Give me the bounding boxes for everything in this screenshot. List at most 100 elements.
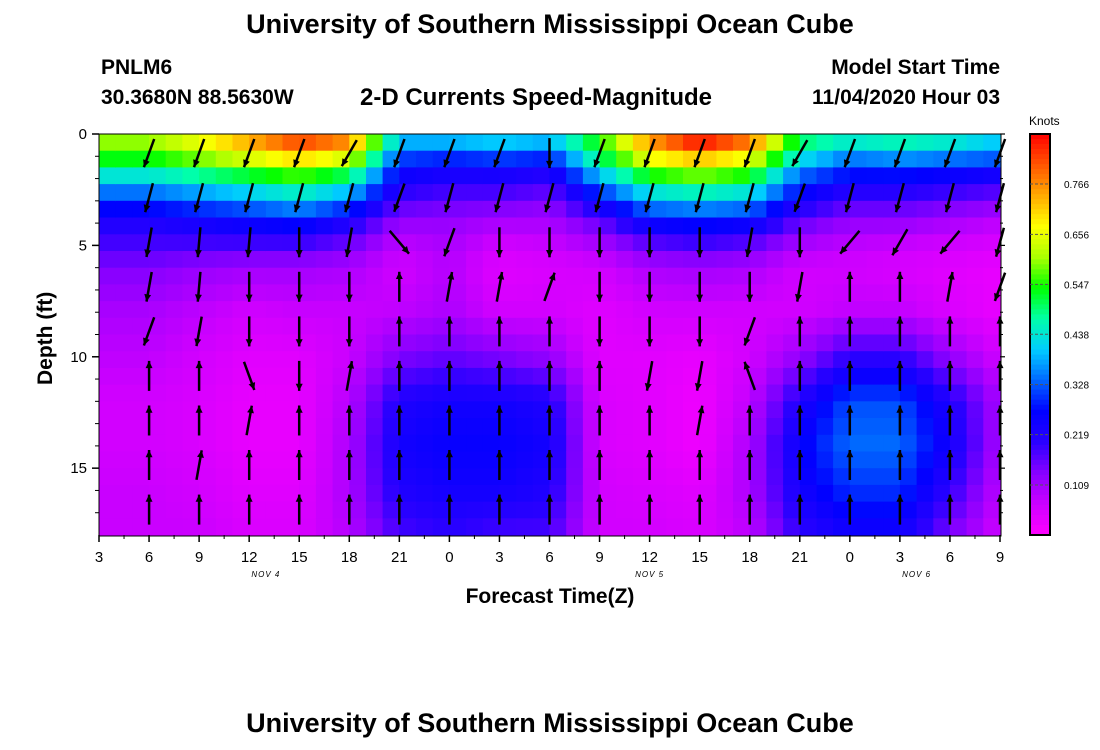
heatmap-cell: [816, 451, 834, 469]
heatmap-cell: [599, 317, 617, 336]
heatmap-cell: [315, 468, 334, 486]
current-arrow: [496, 227, 503, 258]
heatmap-cell: [432, 468, 450, 486]
heatmap-cell: [799, 434, 818, 453]
arrow-head: [345, 339, 353, 347]
heatmap-cell: [933, 217, 951, 235]
current-arrow: [393, 183, 406, 213]
heatmap-cell: [949, 317, 968, 336]
heatmap-cell: [115, 284, 133, 302]
heatmap-cell: [149, 468, 167, 486]
heatmap-cell: [232, 418, 250, 436]
heatmap-cell: [132, 401, 150, 419]
heatmap-cell: [582, 184, 601, 202]
heatmap-cell: [883, 301, 901, 319]
heatmap-cell: [165, 384, 183, 402]
heatmap-cell: [949, 401, 968, 419]
heatmap-cell: [349, 267, 367, 285]
heatmap-cell: [115, 301, 133, 319]
x-tick-label: 21: [791, 549, 808, 566]
heatmap-cell: [716, 251, 734, 269]
heatmap-cell: [799, 418, 818, 436]
heatmap-cell: [833, 134, 851, 152]
heatmap-cell: [532, 317, 551, 336]
heatmap-cell: [132, 451, 150, 469]
heatmap-cell: [866, 167, 884, 185]
heatmap-cell: [933, 167, 951, 185]
heatmap-cell: [816, 518, 834, 536]
heatmap-cell: [299, 501, 317, 519]
heatmap-cell: [366, 167, 384, 185]
current-arrow: [142, 316, 156, 346]
heatmap-cell: [399, 200, 417, 219]
heatmap-cell: [299, 518, 317, 536]
heatmap-cell: [249, 334, 267, 352]
heatmap-cell: [399, 351, 417, 369]
current-arrow: [846, 271, 854, 302]
arrow-head: [496, 316, 503, 324]
heatmap-cell: [749, 451, 767, 469]
arrow-head: [796, 360, 804, 369]
heatmap-cell: [532, 367, 551, 386]
heatmap-cell: [616, 401, 634, 419]
arrow-head: [894, 204, 902, 213]
heatmap-cell: [115, 317, 133, 336]
arrow-head: [195, 494, 203, 502]
heatmap-cell: [899, 418, 918, 436]
heatmap-cell: [265, 217, 284, 235]
heatmap-cell: [582, 401, 601, 419]
heatmap-cell: [432, 501, 450, 519]
heatmap-cell: [966, 367, 984, 386]
heatmap-cell: [482, 284, 501, 302]
heatmap-cell: [466, 451, 484, 469]
heatmap-cell: [582, 418, 601, 436]
arrow-head: [940, 246, 948, 254]
arrow-head: [844, 204, 852, 213]
heatmap-cell: [99, 451, 117, 469]
heatmap-cell: [299, 301, 317, 319]
colorbar-segment: [1030, 259, 1050, 265]
arrow-head: [896, 405, 904, 413]
heatmap-cell: [949, 434, 968, 453]
heatmap-cell: [749, 217, 767, 235]
heatmap-cell: [549, 150, 567, 168]
heatmap-cell: [516, 251, 534, 269]
heatmap-cell: [816, 401, 834, 419]
current-arrow: [295, 227, 303, 258]
heatmap-cell: [632, 451, 651, 469]
heatmap-cell: [282, 301, 300, 319]
heatmap-cell: [916, 468, 934, 486]
heatmap-cell: [933, 184, 951, 202]
heatmap-cell: [733, 217, 751, 235]
colorbar-segment: [1030, 414, 1050, 421]
heatmap-cell: [432, 167, 450, 185]
current-arrow: [796, 494, 804, 525]
heatmap-cell: [899, 167, 918, 185]
arrow-head: [846, 494, 854, 502]
heatmap-cell: [449, 518, 467, 536]
heatmap-cell: [399, 301, 417, 319]
heatmap-cell: [466, 251, 484, 269]
heatmap-cell: [549, 484, 567, 503]
current-arrow: [896, 360, 904, 391]
heatmap-cell: [299, 251, 317, 269]
heatmap-cell: [249, 434, 267, 453]
y-tick-label: 0: [79, 126, 87, 143]
heatmap-cell: [516, 501, 534, 519]
heatmap-cell: [649, 167, 667, 185]
heatmap-cell: [232, 317, 250, 336]
heatmap-cell: [649, 284, 667, 302]
heatmap-cell: [582, 434, 601, 453]
heatmap-cell: [299, 434, 317, 453]
arrow-head: [496, 360, 503, 369]
heatmap-cell: [899, 184, 918, 202]
heatmap-cell: [532, 251, 551, 269]
heatmap-cell: [749, 234, 767, 252]
heatmap-cell: [399, 317, 417, 336]
heatmap-cell: [516, 384, 534, 402]
current-arrow: [946, 494, 954, 525]
current-arrow: [644, 360, 654, 391]
heatmap-cell: [115, 334, 133, 352]
heatmap-cell: [933, 401, 951, 419]
heatmap-cell: [566, 267, 584, 285]
